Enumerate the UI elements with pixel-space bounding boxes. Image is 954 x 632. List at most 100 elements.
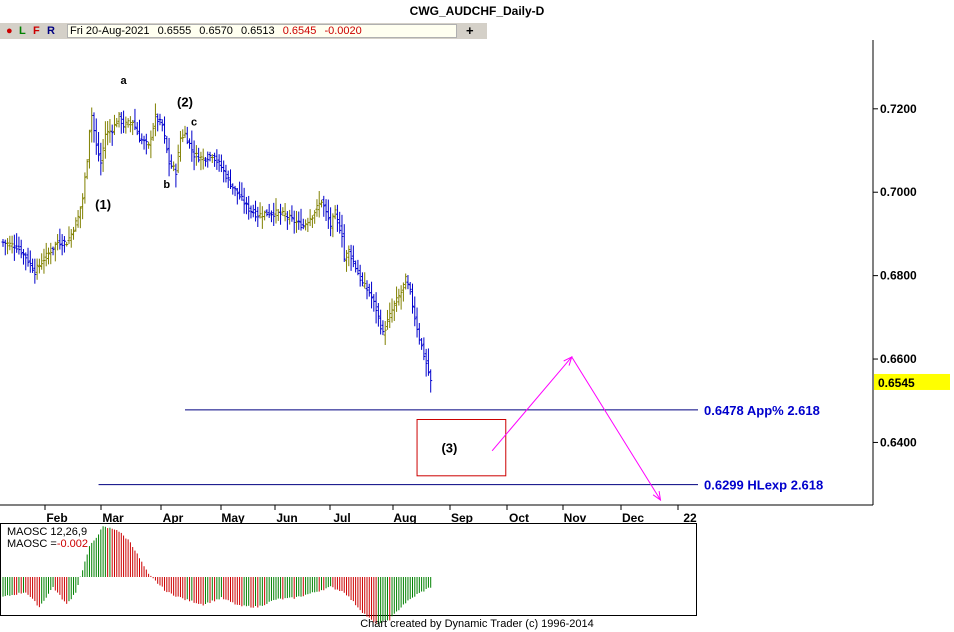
price-bar	[429, 369, 433, 393]
time-tick-label: Jul	[333, 511, 350, 525]
price-bar	[3, 239, 7, 256]
price-bar	[128, 116, 132, 133]
price-bar	[190, 130, 194, 162]
lines-button[interactable]: L	[19, 25, 26, 37]
add-button[interactable]: +	[466, 23, 474, 38]
price-bar	[92, 112, 96, 143]
price-bar	[408, 281, 412, 295]
price-bar	[178, 130, 182, 162]
price-bar	[112, 114, 116, 136]
price-bar	[210, 154, 214, 164]
projection-line	[491, 356, 661, 501]
price-bar	[272, 202, 276, 226]
price-bar	[413, 296, 417, 327]
price-bar	[310, 215, 314, 229]
price-bar	[329, 207, 333, 237]
price-bar	[76, 210, 80, 228]
quote-readout: Fri 20-Aug-2021 0.6555 0.6570 0.6513 0.6…	[67, 24, 457, 38]
price-bar	[110, 124, 114, 146]
price-bar	[404, 273, 408, 290]
price-bar	[172, 161, 176, 172]
wave-label: c	[191, 116, 197, 128]
wave-label: a	[121, 75, 128, 87]
price-bar	[140, 133, 144, 145]
price-bar	[281, 207, 285, 216]
time-tick-label: Nov	[564, 511, 587, 525]
oscillator-panel: MAOSC 12,26,9 MAOSC =-0.002	[0, 523, 697, 625]
time-tick-label: 22	[683, 511, 697, 525]
price-bar	[122, 110, 126, 134]
price-bar	[283, 203, 287, 222]
wave-labels: a (1) (2) c b	[95, 75, 197, 212]
price-bar	[62, 236, 66, 253]
price-bar	[51, 246, 55, 256]
price-bar	[17, 236, 21, 255]
price-bar	[331, 213, 335, 238]
price-bar	[233, 185, 237, 197]
price-bar	[226, 170, 230, 189]
price-bar	[12, 234, 16, 261]
projection-arrowhead	[652, 491, 662, 502]
price-bar	[90, 107, 94, 143]
target-line-label: 0.6299 HLexp 2.618	[704, 478, 823, 493]
time-tick-label: Aug	[393, 511, 416, 525]
price-bar	[254, 200, 258, 222]
time-tick-label: May	[221, 511, 245, 525]
r-button[interactable]: R	[47, 25, 55, 37]
price-bar	[65, 241, 69, 247]
price-bar	[229, 169, 232, 189]
chart-title: CWG_AUDCHF_Daily-D	[409, 4, 545, 18]
price-bar	[49, 242, 53, 265]
f-button[interactable]: F	[33, 25, 40, 37]
footer-credit: Chart created by Dynamic Trader (c) 1996…	[360, 618, 594, 630]
price-bar	[119, 111, 123, 134]
time-tick-label: Jun	[276, 511, 297, 525]
price-bar	[294, 210, 298, 233]
price-bar	[315, 199, 319, 217]
quote-high: 0.6570	[199, 25, 233, 37]
quote-low: 0.6513	[241, 25, 275, 37]
price-bar	[37, 258, 41, 274]
price-bar	[203, 157, 207, 167]
oscillator-readout: MAOSC =-0.002	[7, 538, 88, 550]
price-bar	[258, 202, 262, 219]
price-bar	[181, 129, 185, 143]
price-bar	[345, 249, 349, 272]
price-bar	[342, 224, 346, 262]
price-bar	[56, 234, 60, 251]
price-bar	[299, 208, 303, 231]
price-bar	[288, 209, 292, 225]
price-bar	[424, 348, 428, 377]
price-bar	[26, 247, 30, 267]
price-bar	[231, 183, 235, 195]
price-bar	[165, 135, 169, 154]
price-bar	[85, 159, 89, 180]
price-bar	[392, 300, 396, 321]
record-button[interactable]: ●	[6, 25, 13, 37]
candles	[1, 103, 433, 393]
price-bar	[151, 122, 155, 141]
time-tick-label: Sep	[451, 511, 473, 525]
price-bar	[10, 235, 14, 254]
price-bar	[103, 121, 107, 159]
price-bar	[40, 253, 44, 270]
price-bar	[426, 348, 430, 376]
price-bar	[267, 203, 271, 218]
price-bar	[349, 244, 353, 271]
price-bar	[131, 120, 135, 136]
price-bar	[297, 211, 301, 230]
price-bar	[160, 119, 164, 132]
price-bar	[313, 210, 317, 224]
price-bar	[383, 320, 387, 345]
price-bar	[333, 205, 337, 220]
price-bar	[67, 226, 71, 244]
price-bar	[322, 195, 326, 217]
oscillator-readout-value: -0.002	[57, 538, 88, 550]
wave-label: b	[163, 179, 170, 191]
price-panel: 0.6478 App% 2.618 0.6299 HLexp 2.618 0.72…	[0, 40, 950, 525]
price-bar	[176, 144, 180, 174]
price-bar	[135, 122, 139, 136]
price-bar	[290, 205, 294, 222]
price-bar	[208, 151, 212, 162]
